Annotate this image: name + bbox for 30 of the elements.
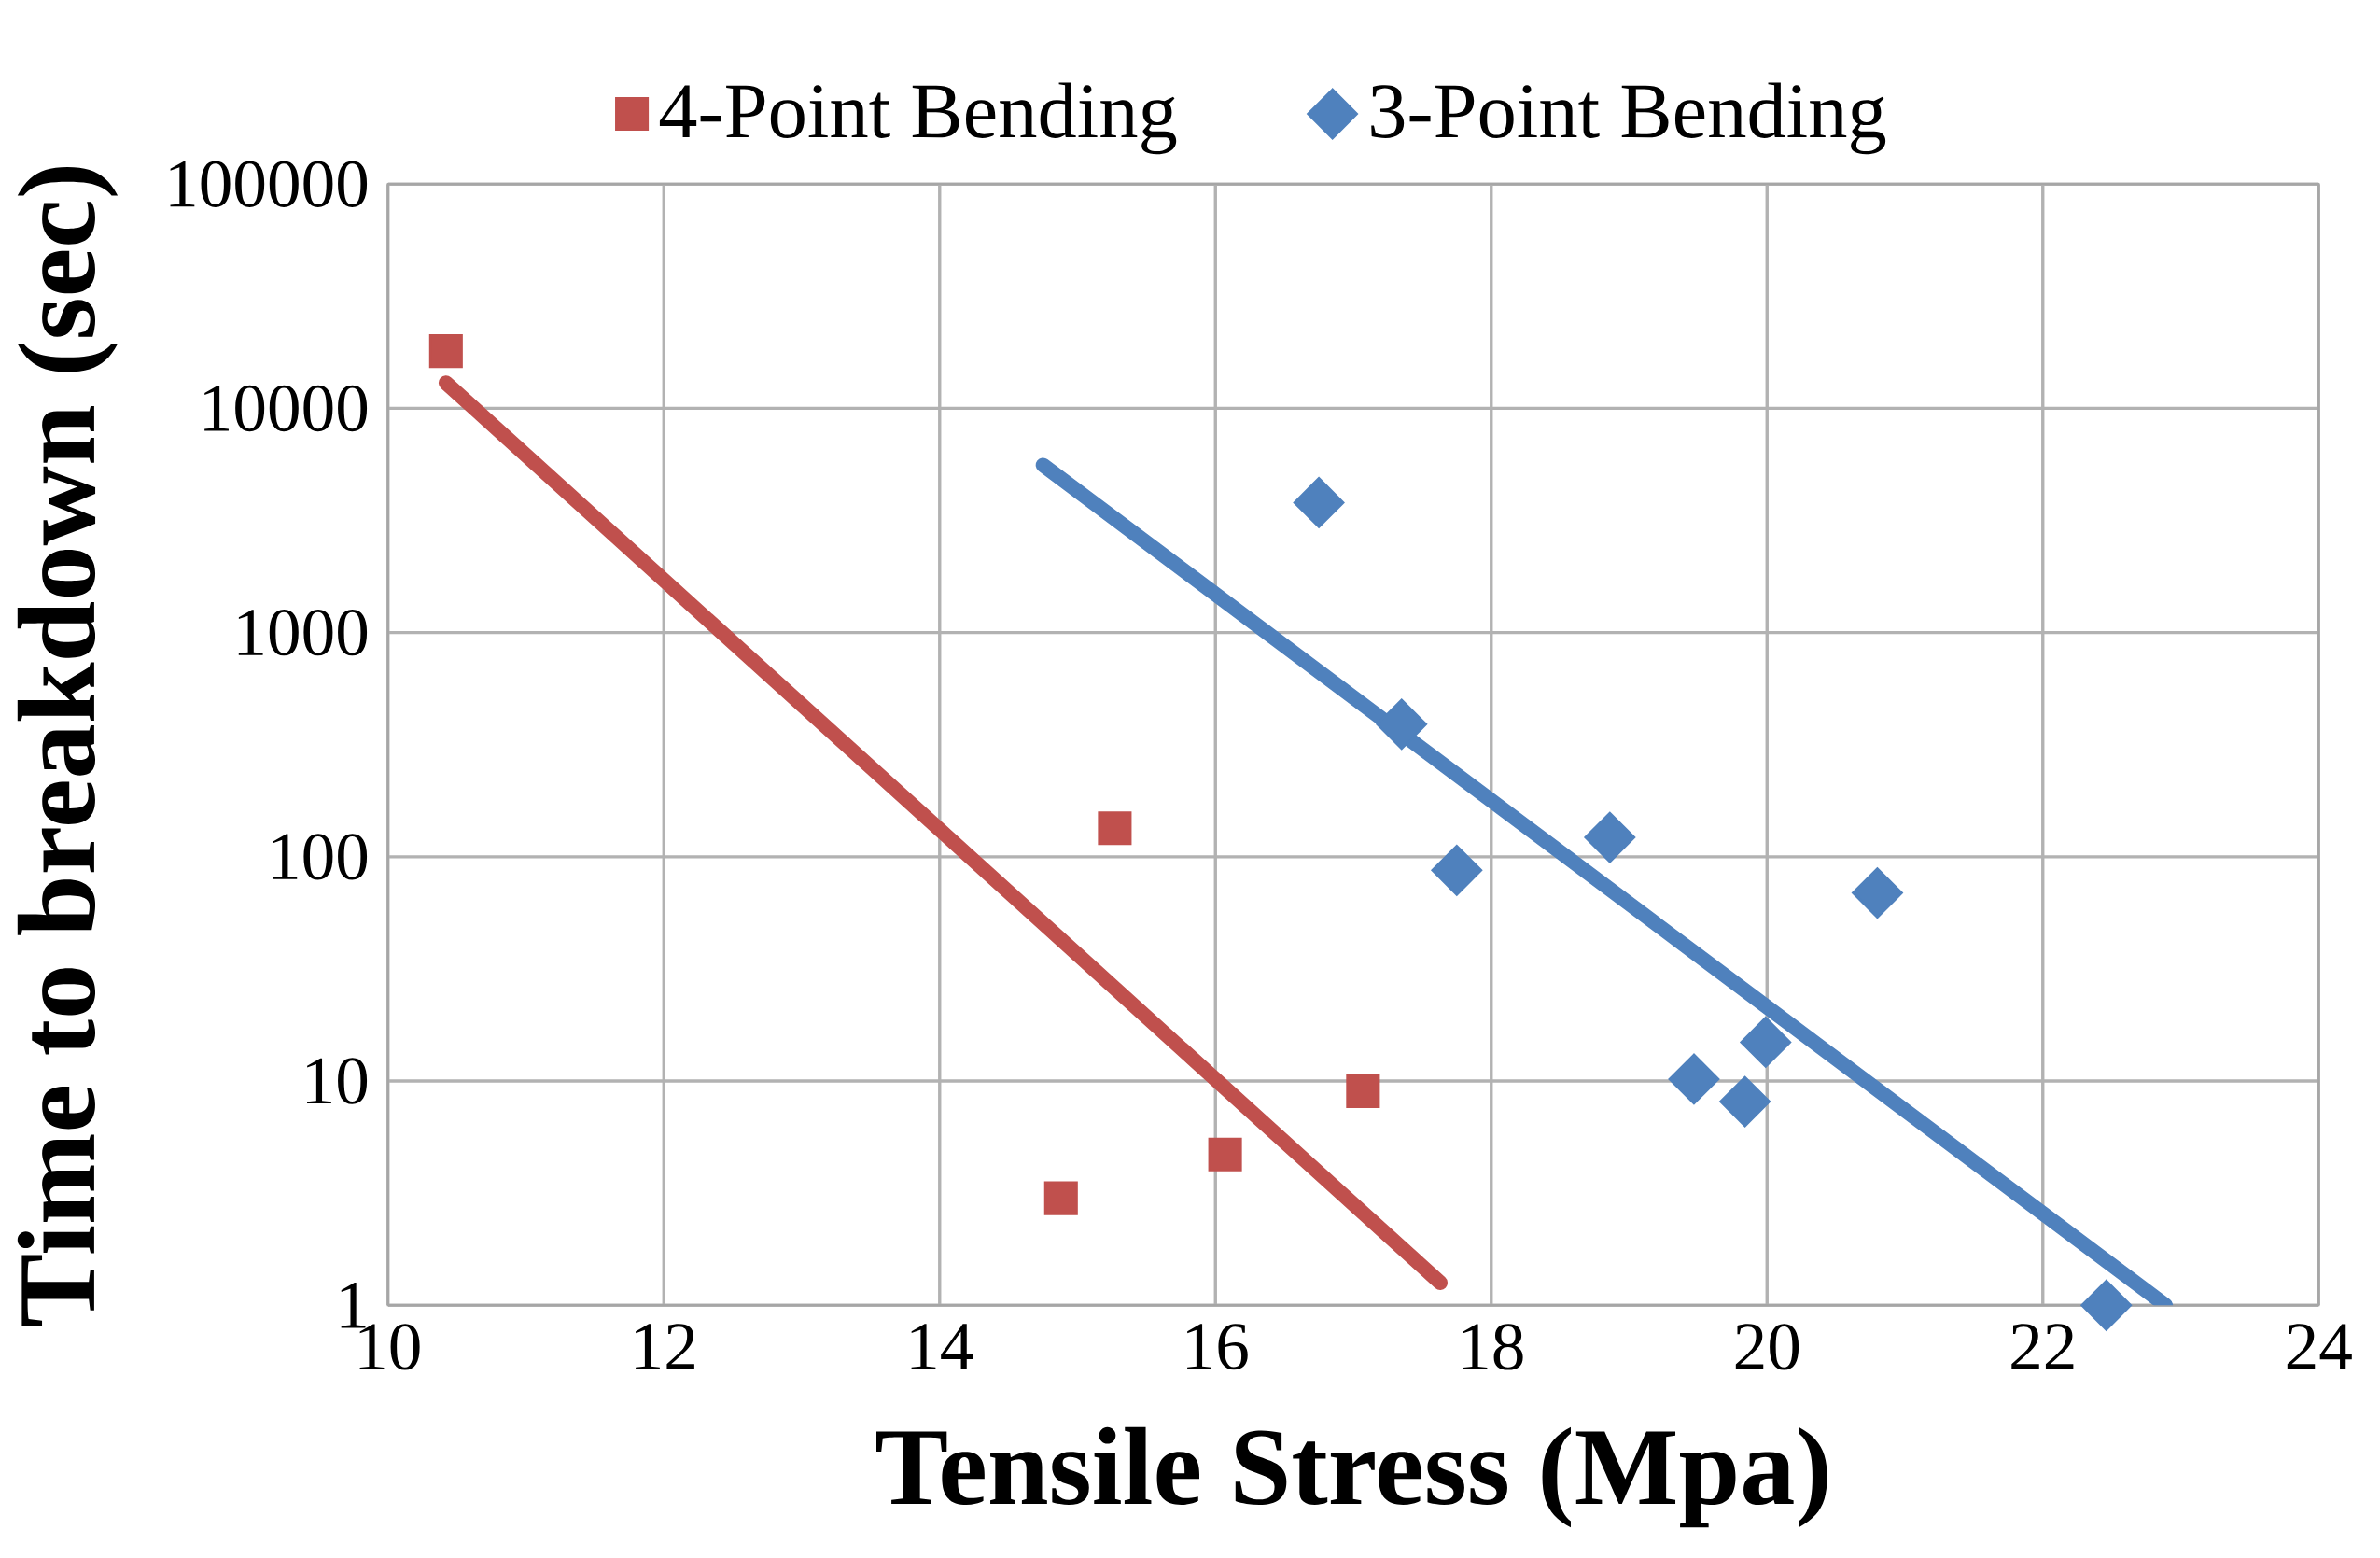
point — [1668, 1053, 1720, 1105]
y-axis-title: Time to breakdown (sec) — [17, 166, 119, 1326]
x-tick-label: 16 — [1187, 1324, 1248, 1370]
point — [428, 333, 463, 369]
x-tick-label: 12 — [636, 1324, 694, 1369]
point — [1043, 1181, 1078, 1215]
x-tick-label: 14 — [911, 1324, 973, 1369]
x-tick-label: 20 — [1735, 1324, 1799, 1370]
point — [1346, 1074, 1380, 1108]
x-tick-label: 18 — [1463, 1324, 1523, 1370]
legend-label: 4-Point Bending — [659, 82, 1177, 155]
point — [1740, 1016, 1792, 1068]
x-tick-label: 22 — [2011, 1324, 2074, 1369]
y-tick-label: 10000 — [204, 385, 368, 432]
point — [1208, 1137, 1242, 1172]
x-axis-title: Tensile Stress (Mpa) — [876, 1426, 1827, 1528]
y-tick-label: 10 — [307, 1058, 368, 1104]
point — [1719, 1075, 1771, 1128]
point — [1293, 476, 1345, 528]
y-tick-label: 100 — [273, 834, 368, 880]
legend-label: 3-Point Bending — [1371, 82, 1886, 155]
point — [1376, 698, 1428, 751]
point — [1584, 811, 1636, 863]
x-tick-label: 24 — [2287, 1324, 2352, 1369]
y-tick-label: 100000 — [170, 161, 368, 207]
point — [1098, 811, 1132, 846]
point — [2080, 1279, 2133, 1331]
point — [1852, 867, 1903, 919]
y-tick-label: 1000 — [238, 609, 368, 656]
point — [1431, 844, 1483, 896]
